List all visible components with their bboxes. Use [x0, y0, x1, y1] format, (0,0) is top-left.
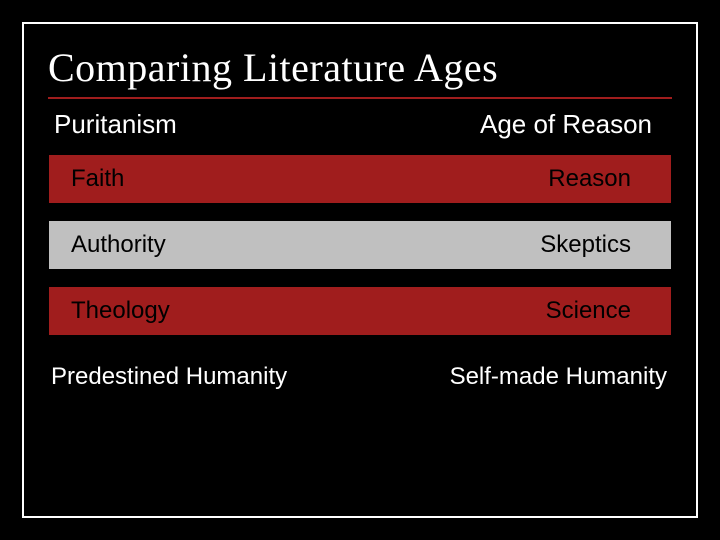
cell-right: Science [351, 297, 671, 325]
comparison-rows: Faith Reason Authority Skeptics Theology… [48, 154, 672, 402]
title-divider [48, 97, 672, 99]
cell-left: Theology [49, 297, 351, 325]
slide-title: Comparing Literature Ages [48, 44, 672, 91]
table-row: Faith Reason [48, 154, 672, 204]
header-left: Puritanism [48, 109, 353, 140]
cell-left: Authority [49, 231, 351, 259]
cell-left: Faith [49, 165, 351, 193]
header-right: Age of Reason [353, 109, 672, 140]
cell-left: Predestined Humanity [49, 363, 359, 391]
cell-right: Self-made Humanity [359, 363, 671, 391]
column-headers: Puritanism Age of Reason [48, 109, 672, 140]
table-row: Authority Skeptics [48, 220, 672, 270]
cell-right: Skeptics [351, 231, 671, 259]
slide: Comparing Literature Ages Puritanism Age… [0, 0, 720, 540]
table-row: Theology Science [48, 286, 672, 336]
table-row: Predestined Humanity Self-made Humanity [48, 352, 672, 402]
slide-frame: Comparing Literature Ages Puritanism Age… [22, 22, 698, 518]
cell-right: Reason [351, 165, 671, 193]
